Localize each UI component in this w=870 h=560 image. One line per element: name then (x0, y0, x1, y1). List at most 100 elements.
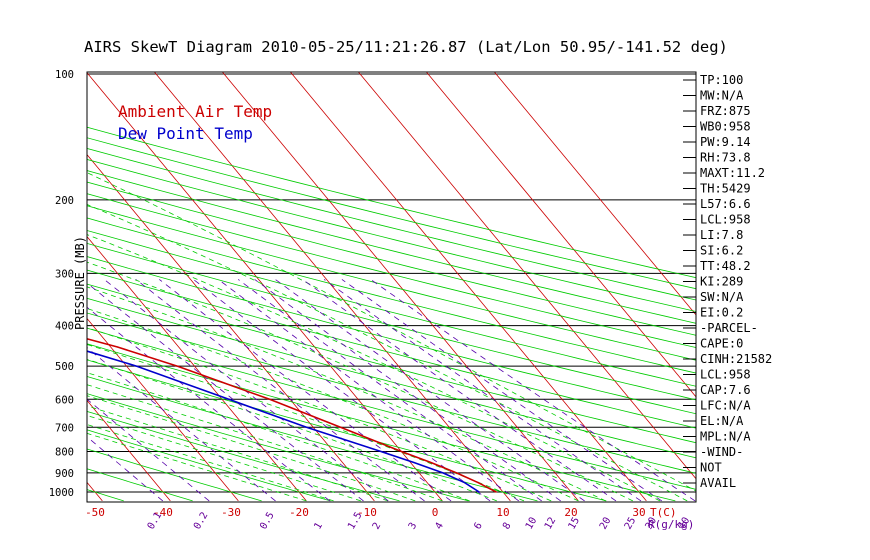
stat-item: LFC:N/A (700, 399, 751, 413)
pressure-tick-label: 300 (55, 268, 74, 280)
pressure-tick-label: 1000 (49, 487, 74, 499)
dry-adiabat-line (87, 242, 696, 401)
dry-adiabat-line (87, 158, 696, 312)
stat-item: TH:5429 (700, 182, 751, 196)
profile-point (455, 472, 458, 474)
mixing-ratio-line (237, 279, 542, 502)
moist-adiabat-line (87, 384, 443, 502)
legend-ambient: Ambient Air Temp (118, 102, 272, 121)
profile-point (430, 461, 432, 464)
dry-adiabat-line (87, 448, 262, 502)
bottom-tick-label: -50 (85, 506, 105, 519)
dry-adiabat-line (87, 193, 696, 348)
mixing-ratio-tick-label: 12 (543, 516, 559, 532)
isotherm-line (87, 399, 171, 502)
stat-item: MAXT:11.2 (700, 166, 765, 180)
mixing-ratio-tick-label: 15 (567, 516, 583, 532)
profile-point (136, 365, 138, 367)
stat-item: -WIND- (700, 445, 743, 459)
mixing-ratio-line (341, 279, 663, 502)
mixing-ratio-tick-label: 10 (524, 516, 540, 532)
dry-adiabat-line (87, 256, 696, 415)
dry-adiabat-line (87, 429, 331, 502)
profile-point (38, 325, 39, 326)
pressure-tick-label: 800 (55, 446, 74, 458)
profile-point (442, 472, 444, 474)
pressure-tick-label: 700 (55, 422, 74, 434)
dewpoint-line (87, 350, 480, 493)
stat-item: -PARCEL- (700, 321, 758, 335)
moist-adiabat-line (87, 234, 661, 502)
stat-item: KI:289 (700, 275, 743, 289)
moist-adiabat-line (87, 203, 688, 502)
mixing-ratio-line (275, 279, 585, 502)
pressure-tick-label: 500 (55, 361, 74, 373)
mixing-ratio-line (159, 279, 452, 502)
mixing-ratio-tick-label: 0.5 (258, 510, 277, 531)
ambient-temp-line (87, 337, 497, 493)
dry-adiabat-line (87, 327, 696, 490)
profile-point (464, 482, 466, 484)
isotherm-line (425, 72, 696, 398)
mixing-ratio-line (218, 279, 520, 502)
stat-item: L57:6.6 (700, 197, 751, 211)
mixing-ratio-line (87, 306, 331, 502)
bottom-tick-label: -40 (153, 506, 173, 519)
profile-point (339, 426, 342, 428)
moist-adiabat-line (87, 172, 696, 492)
stat-item: SI:6.2 (700, 244, 743, 258)
stat-item: PW:9.14 (700, 135, 751, 149)
profile-point (177, 365, 179, 367)
mixing-ratio-line (87, 398, 210, 502)
temperature-unit-label: T(C) (650, 506, 677, 519)
dry-adiabat-line (87, 343, 676, 502)
isotherm-line (221, 72, 579, 502)
bottom-tick-label: 20 (564, 506, 577, 519)
profile-point (495, 491, 497, 493)
mixing-ratio-unit-label: R(g/kg) (648, 518, 694, 531)
legend-dewpoint: Dew Point Temp (118, 124, 253, 143)
stat-item: EI:0.2 (700, 306, 743, 320)
dry-adiabat-line (87, 170, 696, 324)
stat-item: WB0:958 (700, 120, 751, 134)
stat-item: NOT (700, 461, 722, 475)
mixing-ratio-tick-label: 0.2 (192, 510, 211, 531)
moist-adiabat-line (87, 405, 389, 502)
profile-point (228, 398, 230, 400)
profiles (38, 325, 497, 493)
dry-adiabat-line (87, 359, 607, 502)
dry-adiabat-line (87, 217, 696, 374)
stat-item: LCL:958 (700, 213, 751, 227)
profile-point (305, 426, 308, 428)
pressure-tick-label: 900 (55, 468, 74, 480)
isotherm-line (87, 317, 239, 502)
pressure-tick-label: 400 (55, 321, 74, 333)
moist-adiabat-line (87, 432, 307, 502)
mixing-ratio-tick-label: 2 (371, 521, 384, 532)
moist-adiabat-line (87, 327, 552, 502)
moist-adiabat-line (87, 395, 416, 502)
plot-frame (86, 71, 697, 503)
profile-point (413, 461, 415, 464)
dry-adiabat-line (87, 468, 193, 502)
profile-point (380, 450, 382, 453)
stat-item: MW:N/A (700, 89, 744, 103)
mixing-ratio-tick-label: 3 (407, 521, 420, 532)
mixing-ratio-tick-label: 30 (644, 516, 660, 532)
pressure-tick-label: 100 (55, 69, 74, 81)
profile-point (269, 398, 271, 400)
mixing-ratio-line (103, 279, 389, 502)
isotherm-line (87, 72, 443, 502)
stat-item: SW:N/A (700, 290, 744, 304)
mixing-ratio-line (193, 279, 491, 502)
stat-item: CAP:7.6 (700, 383, 751, 397)
pressure-tick-label: 600 (55, 394, 74, 406)
dry-adiabat-line (87, 283, 696, 444)
profile-point (477, 482, 479, 484)
mixing-ratio-tick-label: 40 (677, 516, 693, 532)
stat-item: RH:73.8 (700, 151, 751, 165)
skewt-grid (87, 72, 696, 502)
stat-item: EL:N/A (700, 414, 744, 428)
